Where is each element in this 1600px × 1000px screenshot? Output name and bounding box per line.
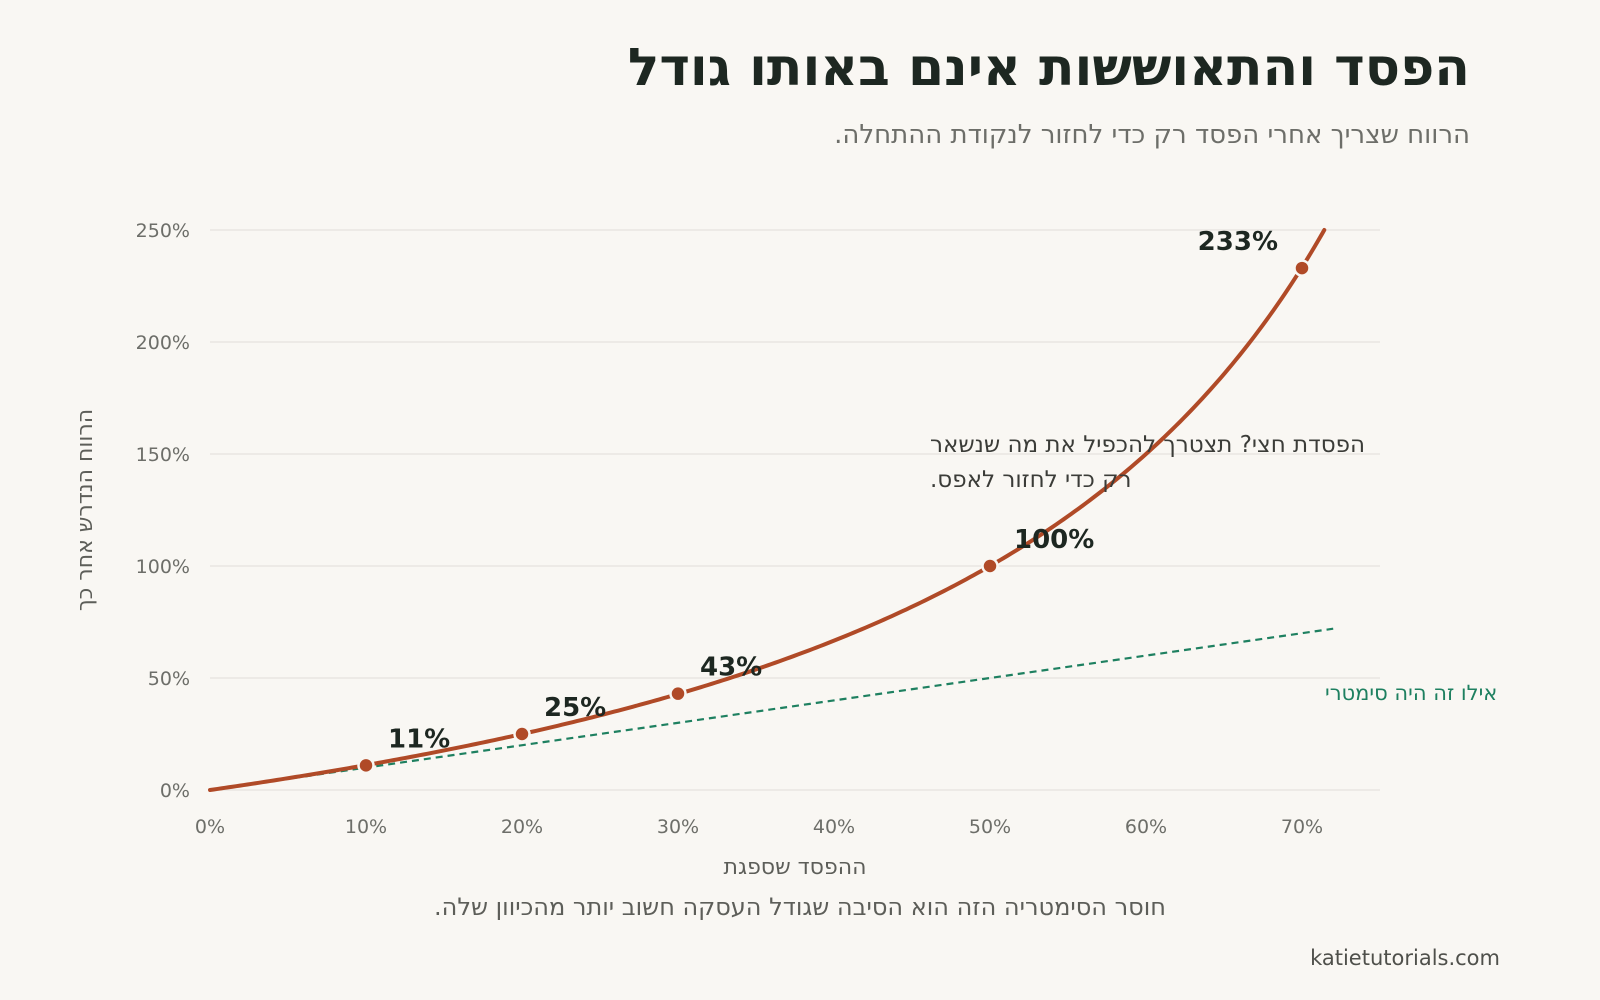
data-label: 233% — [1198, 227, 1278, 257]
annotation-line-2: רק כדי לחזור לאפס. — [930, 467, 1131, 493]
source-link[interactable]: katietutorials.com — [1310, 946, 1500, 970]
x-tick-label: 30% — [657, 816, 699, 838]
x-tick-label: 20% — [501, 816, 543, 838]
data-point — [513, 725, 531, 743]
data-point — [981, 557, 999, 575]
data-points — [357, 259, 1311, 775]
data-point — [669, 684, 687, 703]
x-tick-label: 10% — [345, 816, 387, 838]
x-tick-label: 70% — [1281, 816, 1323, 838]
y-tick-label: 0% — [160, 780, 190, 802]
caption: חוסר הסימטריה הזה הוא הסיבה שגודל העסקה … — [434, 893, 1166, 921]
data-label: 11% — [388, 724, 450, 754]
data-label: 25% — [544, 693, 606, 723]
annotation-line-1: הפסדת חצי? תצטרך להכפיל את מה שנשאר — [930, 432, 1365, 458]
y-tick-label: 250% — [136, 220, 190, 242]
data-label: 43% — [700, 653, 762, 683]
y-tick-label: 50% — [148, 668, 190, 690]
x-tick-label: 0% — [195, 816, 225, 838]
data-point — [1293, 259, 1311, 277]
x-tick-label: 40% — [813, 816, 855, 838]
recovery-curve — [208, 228, 1327, 792]
series — [208, 228, 1334, 792]
y-tick-label: 200% — [136, 332, 190, 354]
y-tick-label: 150% — [136, 444, 190, 466]
grid-lines — [210, 229, 1380, 791]
y-tick-label: 100% — [136, 556, 190, 578]
symmetric-series-label: אילו זה היה סימטרי — [1325, 681, 1497, 705]
data-labels: 11% 25% 43% 100% 233% — [388, 227, 1278, 754]
data-point — [357, 756, 375, 775]
x-tick-label: 50% — [969, 816, 1011, 838]
axes: 0% 50% 100% 150% 200% 250% 0% 10% 20% 30% 40% 50% 60… — [136, 220, 1323, 838]
x-axis-title: ההפסד שספגת — [724, 855, 867, 880]
symmetric-reference-line — [209, 627, 1334, 792]
x-tick-label: 60% — [1125, 816, 1167, 838]
page-title: הפסד והתאוששות אינם באותו גודל — [627, 38, 1470, 98]
data-label: 100% — [1014, 525, 1094, 555]
page-subtitle: הרווח שצריך אחרי הפסד רק כדי לחזור לנקוד… — [834, 120, 1470, 150]
y-axis-title: הרווח הנדרש אחר כך — [73, 409, 98, 611]
